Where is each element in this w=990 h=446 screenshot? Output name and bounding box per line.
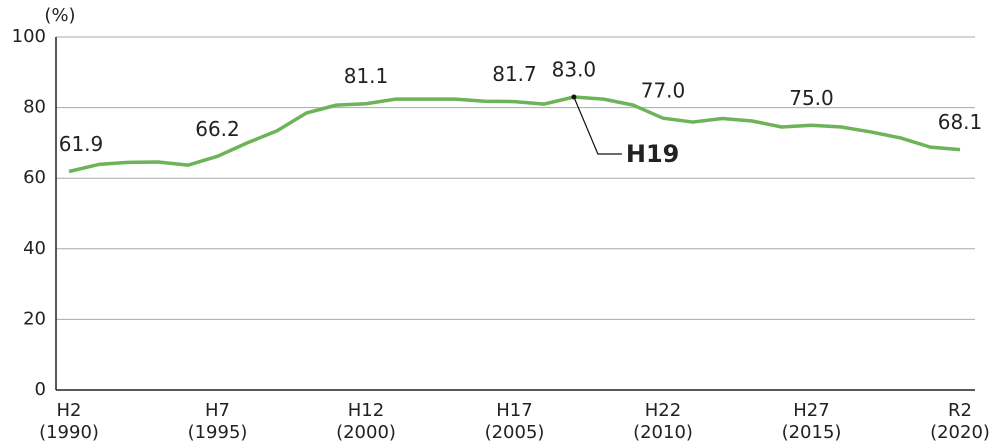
y-tick-label: 40 <box>23 238 46 259</box>
annotation-leader <box>573 96 622 155</box>
value-label: 66.2 <box>195 117 240 141</box>
y-unit: (%) <box>44 5 75 26</box>
value-label: 81.7 <box>492 62 537 86</box>
y-tick-label: 20 <box>23 308 46 329</box>
value-label: 81.1 <box>344 64 389 88</box>
x-tick-label: H22 (2010) <box>633 400 693 443</box>
value-label: 75.0 <box>789 86 834 110</box>
value-label: 68.1 <box>938 110 983 134</box>
y-tick-label: 0 <box>35 379 46 400</box>
annotation: H19 <box>626 140 679 168</box>
x-tick-label: H2 (1990) <box>39 400 99 443</box>
x-tick-label: R2 (2020) <box>930 400 990 443</box>
y-tick-label: 80 <box>23 97 46 118</box>
x-tick-label: H17 (2005) <box>484 400 545 443</box>
data-line <box>68 95 961 174</box>
y-tick-label: 100 <box>12 26 46 47</box>
value-label: 77.0 <box>641 79 686 103</box>
value-label: 83.0 <box>552 58 597 82</box>
x-tick-label: H7 (1995) <box>187 400 248 443</box>
value-label: 61.9 <box>59 132 104 156</box>
x-tick-label: H12 (2000) <box>336 400 396 443</box>
x-tick-label: H27 (2015) <box>781 400 842 443</box>
y-tick-label: 60 <box>23 167 46 188</box>
